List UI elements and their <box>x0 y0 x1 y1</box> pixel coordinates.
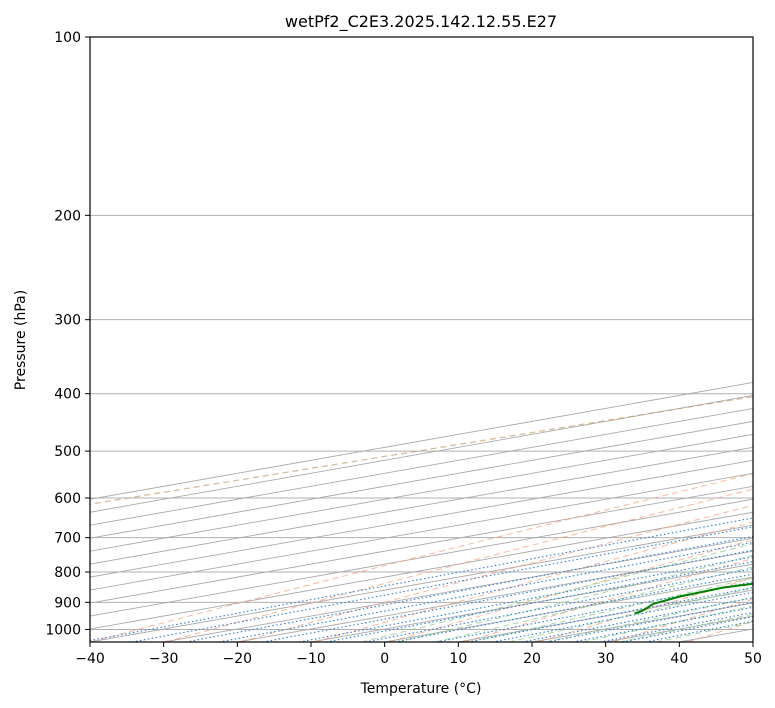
isotherm-line <box>90 394 753 513</box>
moist-adiabat <box>508 587 753 642</box>
isotherm-line <box>90 498 753 617</box>
moist-adiabat <box>361 543 753 642</box>
mixing-ratio-line <box>572 606 753 642</box>
x-tick-label: −40 <box>75 651 105 667</box>
background-lines <box>90 37 775 642</box>
isotherm-line <box>90 382 753 500</box>
y-tick-label: 300 <box>54 313 81 329</box>
isotherm-line <box>237 550 753 642</box>
mixing-ratio-line <box>90 517 753 642</box>
dry-adiabat <box>389 539 753 642</box>
mixing-ratio-line <box>218 541 753 642</box>
dry-adiabat <box>463 557 753 642</box>
x-tick-label: 40 <box>670 651 688 667</box>
isotherm-line <box>90 420 753 539</box>
x-tick-label: 50 <box>744 651 762 667</box>
isotherm-line <box>90 433 753 552</box>
dry-adiabat <box>763 37 775 642</box>
x-tick-label: 30 <box>597 651 615 667</box>
dry-adiabat <box>165 488 753 642</box>
isotherm-line <box>90 472 753 591</box>
dry-adiabat <box>90 473 753 642</box>
dewpoint-line <box>634 582 753 615</box>
isotherm-line <box>679 628 753 642</box>
y-tick-label: 500 <box>54 444 81 460</box>
x-axis-label: Temperature (°C) <box>360 681 482 697</box>
moist-adiabat <box>545 596 753 642</box>
mixing-ratio-line <box>185 535 753 642</box>
y-tick-label: 100 <box>54 30 81 46</box>
isotherm-line <box>310 563 753 642</box>
isotherm-line <box>90 524 753 642</box>
y-tick-label: 600 <box>54 491 81 507</box>
x-tick-label: 10 <box>449 651 467 667</box>
isotherm-line <box>90 459 753 578</box>
plot-frame <box>89 36 754 643</box>
mixing-ratio-line <box>599 611 753 642</box>
x-tick-label: 20 <box>523 651 541 667</box>
isotherm-line <box>90 485 753 604</box>
axis-ticks: −40 −30 −20 −10 0 10 20 30 40 50 100 200 300 400 500 60… <box>45 30 762 667</box>
mixing-ratio-line <box>299 556 753 642</box>
y-axis-label: Pressure (hPa) <box>13 290 29 390</box>
dry-adiabat <box>314 521 753 642</box>
mixing-ratio-line <box>645 620 753 642</box>
isotherm-line <box>384 576 753 642</box>
mixing-ratio-line <box>546 601 753 642</box>
y-tick-label: 800 <box>54 565 81 581</box>
isotherm-line <box>752 641 753 642</box>
isotherm-line <box>90 407 753 526</box>
mixing-ratio-line <box>262 549 753 642</box>
reference-curve <box>90 396 753 505</box>
dry-adiabat <box>688 620 753 642</box>
chart-title: wetPf2_C2E3.2025.142.12.55.E27 <box>285 12 557 32</box>
isotherm-line <box>458 589 753 642</box>
y-tick-label: 200 <box>54 208 81 224</box>
isotherm-line <box>90 511 753 630</box>
y-tick-label: 900 <box>54 595 81 611</box>
x-tick-label: −20 <box>223 651 253 667</box>
x-tick-label: −10 <box>296 651 326 667</box>
isotherm-line <box>90 446 753 565</box>
y-tick-label: 400 <box>54 387 81 403</box>
x-tick-label: −30 <box>149 651 179 667</box>
isotherm-line <box>605 615 753 642</box>
profile-series <box>634 582 753 615</box>
mixing-ratio-line <box>521 597 753 642</box>
x-tick-label: 0 <box>380 651 389 667</box>
y-tick-label: 700 <box>54 531 81 547</box>
isotherm-line <box>531 602 753 642</box>
moist-adiabat <box>434 566 753 642</box>
isotherm-line <box>163 537 753 642</box>
y-tick-label: 1000 <box>45 622 81 638</box>
